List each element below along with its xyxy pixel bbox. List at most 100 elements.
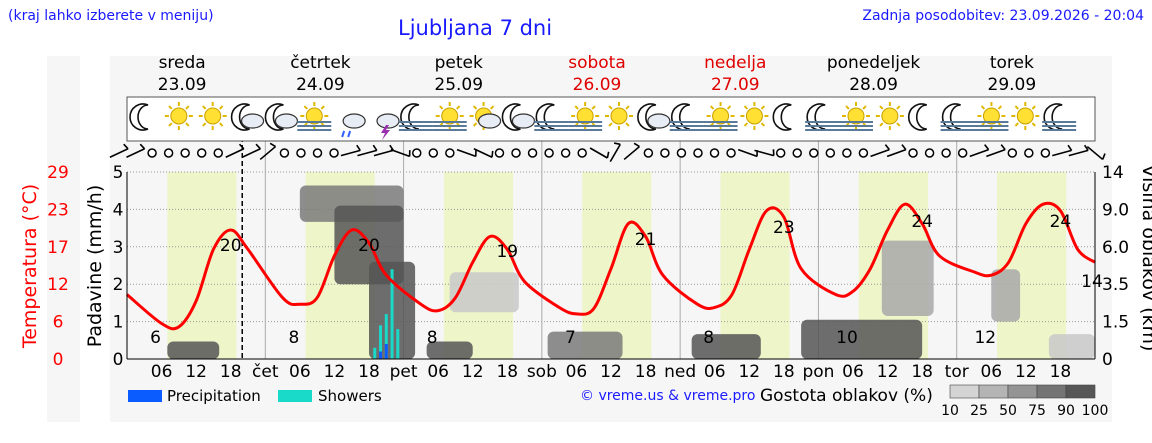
day-name: sobota: [568, 53, 626, 73]
x-tick-label: 06: [704, 362, 726, 382]
precip-tick-label: 4: [113, 200, 124, 220]
daylight-band: [997, 172, 1067, 359]
cloud-band: [547, 331, 623, 359]
wind-calm-icon: [842, 148, 852, 158]
x-tick-label: 18: [358, 362, 380, 382]
wind-calm-icon: [428, 148, 439, 158]
region-note[interactable]: (kraj lahko izberete v meniju): [8, 8, 214, 24]
x-tick-label: 18: [773, 362, 795, 382]
wind-calm-icon: [527, 148, 538, 158]
wind-calm-icon: [957, 148, 968, 158]
density-scale-label: 10: [941, 403, 959, 419]
precip-axis-title: Padavine (mm/h): [84, 185, 106, 348]
sun-icon: [198, 102, 227, 130]
wind-calm-icon: [643, 148, 654, 158]
wind-calm-icon: [312, 148, 323, 158]
temp-value-label: 8: [427, 328, 438, 348]
temp-value-label: 20: [220, 236, 242, 256]
temp-value-label: 8: [288, 328, 299, 348]
temp-value-label: 6: [150, 328, 161, 348]
cloud-height-tick-label: 0: [1102, 350, 1113, 370]
temp-value-label: 24: [911, 212, 933, 232]
cloud-band: [691, 334, 761, 359]
day-date: 23.09: [158, 75, 207, 95]
x-tick-label: 18: [496, 362, 518, 382]
temp-value-label: 14: [1081, 272, 1103, 292]
x-tick-label: sob: [527, 362, 557, 382]
density-swatch: [949, 384, 980, 399]
wind-barb-icon: [986, 144, 1006, 158]
moon-fog-icon: [940, 103, 975, 131]
wind-calm-icon: [329, 148, 339, 158]
showers-legend-label: Showers: [318, 387, 382, 405]
shower-bar: [373, 347, 377, 359]
daylight-band: [167, 172, 237, 359]
cloud-height-tick-label: 3.5: [1102, 275, 1129, 295]
density-scale-label: 50: [999, 403, 1017, 419]
temp-axis-title: Temperatura (°C): [19, 184, 41, 349]
wind-calm-icon: [544, 148, 554, 158]
wind-calm-icon: [709, 148, 720, 158]
day-date: 28.09: [849, 75, 898, 95]
wind-calm-icon: [792, 148, 802, 158]
x-tick-label: 06: [842, 362, 864, 382]
sun-icon: [605, 102, 633, 130]
wind-barb-icon: [1068, 144, 1089, 157]
sun-cloud-icon: [469, 102, 502, 130]
copyright-link[interactable]: © vreme.us & vreme.pro: [580, 388, 756, 404]
sun-fog-icon: [703, 102, 738, 131]
temp-value-label: 23: [773, 218, 795, 238]
temp-tick-label: 0: [53, 350, 64, 370]
wind-calm-icon: [908, 148, 918, 158]
x-tick-label: pon: [802, 362, 834, 382]
x-tick-label: 06: [151, 362, 173, 382]
shower-bar: [390, 269, 394, 359]
cloud-density-label: Gostota oblakov (%): [760, 386, 933, 406]
wind-barb-icon: [340, 144, 361, 157]
wind-barb-icon: [357, 144, 378, 157]
cloud-height-tick-label: 14: [1102, 163, 1124, 183]
density-scale-label: 100: [1082, 403, 1109, 419]
sun-fog-icon: [839, 102, 873, 131]
wind-barb-icon: [456, 148, 477, 158]
wind-barb-icon: [109, 143, 129, 158]
precip-tick-label: 1: [113, 313, 124, 333]
x-tick-label: 12: [600, 362, 622, 382]
wind-calm-icon: [1040, 148, 1051, 158]
moon-icon: [129, 103, 149, 131]
temp-tick-label: 29: [47, 163, 69, 183]
last-updated: Zadnja posodobitev: 23.09.2026 - 20:04: [862, 8, 1144, 24]
x-tick-label: 06: [566, 362, 588, 382]
wind-calm-icon: [147, 148, 157, 158]
precip-tick-label: 5: [113, 163, 124, 183]
cloud-height-tick-label: 9.0: [1102, 200, 1129, 220]
cloud-height-tick-label: 1.5: [1102, 313, 1129, 333]
temp-tick-label: 17: [47, 238, 69, 258]
moon-fog-icon: [669, 103, 704, 131]
moon-fog-icon: [398, 103, 433, 131]
left-axis-panel: [47, 56, 80, 422]
cloud-band: [881, 240, 934, 316]
density-swatch: [1065, 384, 1096, 399]
x-tick-label: tor: [945, 362, 969, 382]
temp-value-label: 19: [496, 242, 518, 262]
x-tick-label: 12: [877, 362, 899, 382]
moon-icon: [772, 103, 792, 131]
moon-icon: [907, 103, 928, 131]
wind-calm-icon: [445, 148, 455, 158]
temp-tick-label: 12: [47, 275, 69, 295]
wind-calm-icon: [163, 148, 174, 158]
daylight-band: [720, 172, 790, 359]
density-scale-label: 90: [1057, 403, 1075, 419]
wind-barb-icon: [259, 142, 277, 161]
temp-tick-label: 6: [53, 313, 64, 333]
temp-value-label: 10: [836, 328, 858, 348]
wind-calm-icon: [693, 148, 703, 158]
wind-calm-icon: [825, 148, 836, 158]
day-date: 29.09: [988, 75, 1037, 95]
wind-calm-icon: [511, 148, 521, 158]
wind-calm-icon: [560, 148, 571, 158]
day-name: nedelja: [704, 53, 766, 73]
wind-calm-icon: [1007, 148, 1018, 158]
wind-barb-icon: [589, 147, 610, 159]
